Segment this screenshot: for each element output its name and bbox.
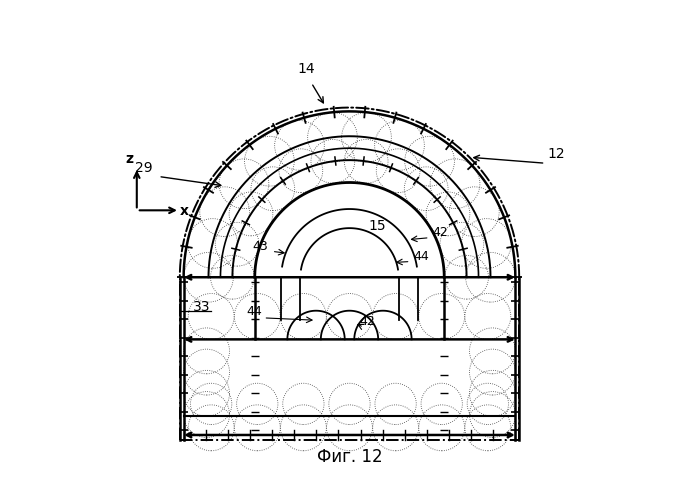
Text: 29: 29 — [135, 161, 153, 174]
Text: 14: 14 — [298, 62, 315, 76]
Text: 44: 44 — [413, 250, 428, 263]
Text: 42: 42 — [359, 315, 375, 328]
Text: 12: 12 — [548, 147, 565, 162]
Text: 44: 44 — [246, 305, 261, 318]
Text: 33: 33 — [192, 300, 210, 314]
Text: 42: 42 — [432, 226, 448, 239]
Text: x: x — [180, 204, 189, 218]
Text: z: z — [126, 152, 134, 165]
Text: Фиг. 12: Фиг. 12 — [317, 448, 382, 466]
Text: 15: 15 — [368, 219, 387, 233]
Text: 43: 43 — [252, 240, 268, 253]
